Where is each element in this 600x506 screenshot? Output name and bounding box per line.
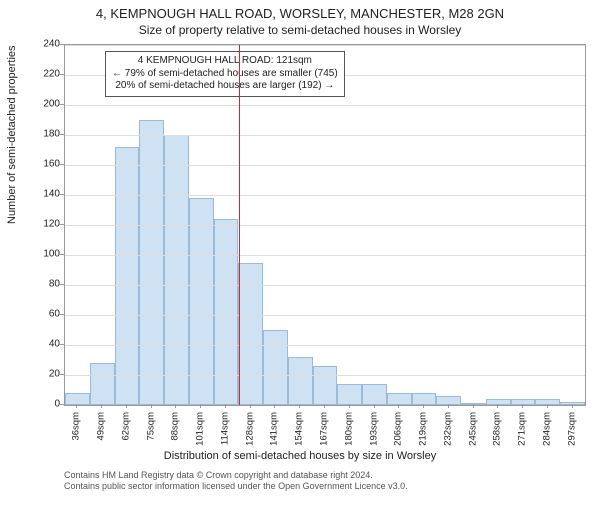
x-tick-label: 114sqm [219, 412, 230, 445]
x-tick-label: 167sqm [319, 412, 330, 446]
y-tick-label: 180 [34, 129, 60, 140]
x-tick-label: 154sqm [294, 412, 305, 446]
x-tick-label: 284sqm [541, 412, 552, 446]
histogram-bar [560, 402, 585, 405]
histogram-bar [139, 120, 164, 405]
x-axis-label: Distribution of semi-detached houses by … [0, 450, 600, 462]
histogram-bar [263, 330, 288, 405]
histogram-bar [362, 384, 387, 405]
x-tick-label: 219sqm [418, 412, 429, 446]
x-tick-label: 206sqm [393, 412, 404, 446]
y-tick-label: 160 [34, 159, 60, 170]
histogram-bar [164, 135, 189, 405]
annotation-line-1: 4 KEMPNOUGH HALL ROAD: 121sqm [138, 55, 312, 66]
x-tick-label: 62sqm [120, 412, 131, 441]
y-axis-label: Number of semi-detached properties [6, 45, 18, 224]
y-tick-label: 40 [34, 339, 60, 350]
histogram-bar [288, 357, 313, 405]
x-tick-label: 141sqm [269, 412, 280, 446]
x-tick-label: 128sqm [244, 412, 255, 446]
y-tick-label: 80 [34, 279, 60, 290]
histogram-bar [238, 263, 263, 406]
histogram-bar [461, 403, 486, 405]
annotation-line-2: ← 79% of semi-detached houses are smalle… [112, 68, 338, 79]
reference-line [239, 45, 240, 405]
y-tick-label: 100 [34, 249, 60, 260]
x-tick-label: 232sqm [442, 412, 453, 446]
y-tick-label: 240 [34, 39, 60, 50]
chart-title: 4, KEMPNOUGH HALL ROAD, WORSLEY, MANCHES… [0, 6, 600, 21]
x-tick-label: 101sqm [195, 412, 206, 446]
annotation-line-3: 20% of semi-detached houses are larger (… [115, 80, 334, 91]
x-tick-label: 297sqm [566, 412, 577, 446]
x-tick-label: 258sqm [492, 412, 503, 446]
x-tick-label: 36sqm [71, 412, 82, 441]
y-tick-label: 220 [34, 69, 60, 80]
y-tick-label: 140 [34, 189, 60, 200]
x-tick-label: 75sqm [145, 412, 156, 441]
histogram-bar [115, 147, 140, 405]
histogram-bar [337, 384, 362, 405]
annotation-box: 4 KEMPNOUGH HALL ROAD: 121sqm ← 79% of s… [105, 51, 345, 97]
y-tick-label: 20 [34, 369, 60, 380]
x-tick-label: 49sqm [96, 412, 107, 441]
chart-wrapper: 4, KEMPNOUGH HALL ROAD, WORSLEY, MANCHES… [0, 6, 600, 506]
x-tick-label: 180sqm [343, 412, 354, 446]
x-tick-label: 193sqm [368, 412, 379, 446]
histogram-bar [535, 399, 560, 405]
footer-text: Contains HM Land Registry data © Crown c… [64, 470, 408, 493]
y-tick-label: 60 [34, 309, 60, 320]
x-tick-label: 88sqm [170, 412, 181, 441]
plot-area: 4 KEMPNOUGH HALL ROAD: 121sqm ← 79% of s… [64, 44, 586, 406]
histogram-bar [65, 393, 90, 405]
histogram-bar [214, 219, 239, 405]
histogram-bar [436, 396, 461, 405]
histogram-bar [90, 363, 115, 405]
footer-line-1: Contains HM Land Registry data © Crown c… [64, 470, 373, 480]
histogram-bar [313, 366, 338, 405]
x-tick-label: 245sqm [467, 412, 478, 446]
y-tick-label: 120 [34, 219, 60, 230]
y-tick-label: 0 [34, 399, 60, 410]
footer-line-2: Contains public sector information licen… [64, 481, 408, 491]
x-tick-label: 271sqm [517, 412, 528, 446]
chart-subtitle: Size of property relative to semi-detach… [0, 23, 600, 37]
histogram-bar [189, 198, 214, 405]
y-tick-label: 200 [34, 99, 60, 110]
